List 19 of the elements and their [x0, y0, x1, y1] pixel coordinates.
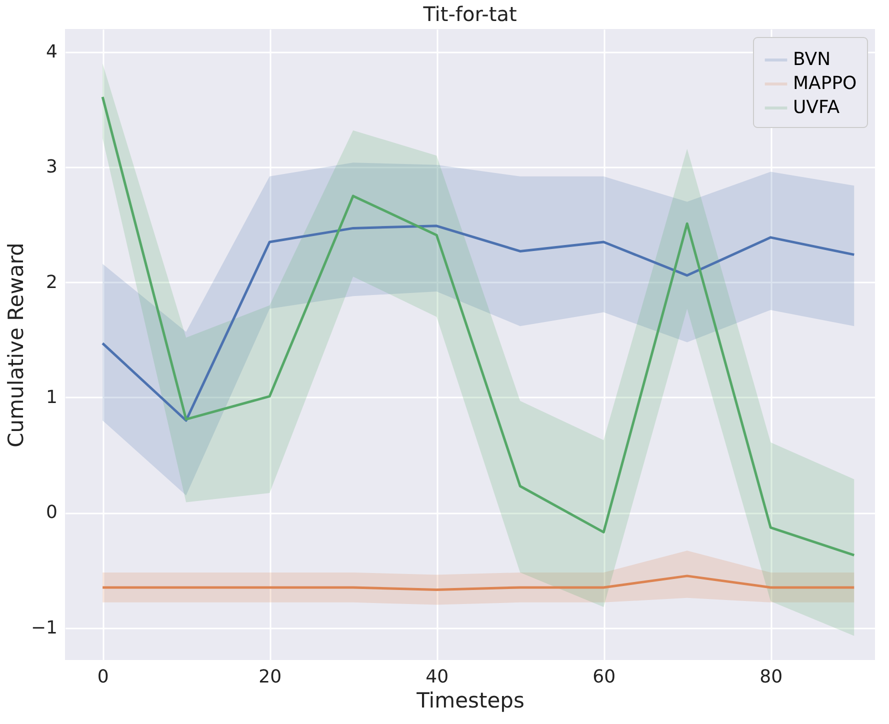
y-tick-label: 3 [46, 156, 58, 178]
legend-label: BVN [793, 49, 831, 70]
x-axis-title: Timesteps [416, 688, 524, 712]
legend-label: MAPPO [793, 73, 857, 94]
y-tick-label: 1 [46, 386, 58, 408]
x-tick-label: 20 [258, 666, 282, 688]
x-tick-label: 0 [97, 666, 109, 688]
y-tick-label: 4 [46, 42, 58, 63]
x-tick-label: 60 [592, 666, 616, 688]
y-tick-label: 0 [46, 502, 58, 524]
line-series [101, 224, 856, 422]
chart-title: Tit-for-tat [422, 2, 517, 26]
y-tick-label: −1 [30, 617, 58, 638]
y-axis-title: Cumulative Reward [4, 242, 28, 448]
line-series [101, 96, 856, 556]
x-tick-label: 80 [760, 666, 783, 688]
legend-label: UVFA [793, 97, 840, 118]
x-tick-label: 40 [426, 666, 449, 688]
y-tick-label: 2 [46, 272, 58, 293]
